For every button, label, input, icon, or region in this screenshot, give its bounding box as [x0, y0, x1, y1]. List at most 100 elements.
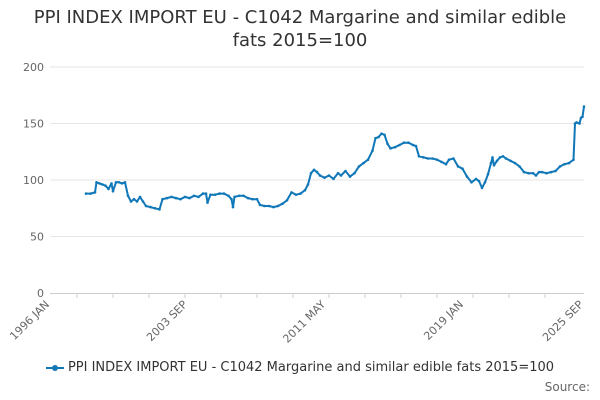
data-point [411, 143, 415, 147]
y-tick-label: 50 [30, 231, 44, 244]
data-point [303, 188, 307, 192]
data-point [431, 157, 434, 160]
chart-title: PPI INDEX IMPORT EU - C1042 Margarine an… [0, 6, 600, 52]
data-point [422, 156, 425, 159]
data-point [315, 170, 319, 174]
data-point [575, 121, 578, 124]
data-point [563, 162, 566, 166]
x-tick-label: 2011 MAY [280, 298, 328, 346]
data-series [84, 105, 586, 211]
data-point [89, 192, 92, 195]
data-point [444, 162, 448, 166]
data-point [407, 141, 410, 144]
data-point [513, 161, 517, 165]
data-point [183, 195, 187, 199]
data-point [461, 167, 464, 170]
data-point [414, 144, 418, 148]
data-point [440, 160, 443, 164]
data-point [267, 204, 271, 208]
data-point [129, 200, 133, 203]
data-point [209, 193, 212, 196]
data-point [509, 159, 512, 163]
data-point [323, 176, 326, 179]
data-point [474, 177, 478, 181]
data-point [237, 194, 241, 198]
data-point [144, 204, 148, 208]
data-point [522, 170, 526, 174]
data-point [227, 194, 230, 198]
data-point [549, 170, 553, 174]
data-point [123, 181, 127, 184]
data-point [135, 200, 139, 203]
data-point [201, 192, 205, 195]
data-point [294, 193, 298, 196]
x-tick-label: 2003 SEP [144, 298, 190, 344]
data-point [285, 199, 289, 202]
data-point [366, 158, 370, 161]
legend-swatch [45, 364, 64, 372]
data-point [578, 122, 581, 125]
data-point [492, 164, 496, 167]
data-point [114, 181, 118, 184]
data-point [120, 182, 124, 185]
data-point [255, 197, 259, 201]
data-point [218, 192, 221, 195]
data-point [495, 159, 499, 163]
data-point [470, 181, 473, 184]
data-point [281, 202, 284, 205]
data-point [558, 165, 562, 168]
data-point [231, 205, 235, 209]
data-point [344, 169, 347, 173]
data-point [389, 147, 392, 150]
chart-title-line-1: PPI INDEX IMPORT EU - C1042 Margarine an… [33, 7, 567, 28]
data-point [233, 195, 236, 199]
data-point [465, 175, 469, 178]
series-line [86, 106, 585, 211]
data-point [540, 170, 544, 174]
y-tick-label: 200 [23, 61, 44, 74]
data-point [554, 169, 557, 173]
data-point [306, 183, 310, 186]
data-point [126, 194, 130, 198]
data-point [153, 207, 157, 210]
data-point [258, 203, 262, 207]
grid-lines [50, 66, 584, 237]
data-point [206, 201, 209, 204]
data-point [357, 165, 361, 168]
data-point [276, 204, 280, 208]
source-label: Source: [544, 380, 590, 394]
data-point [327, 174, 331, 177]
data-point [117, 181, 121, 184]
data-point [149, 205, 152, 209]
data-point [312, 168, 316, 172]
data-point [380, 132, 383, 135]
data-point [504, 157, 508, 160]
data-point [498, 156, 502, 159]
data-point [527, 171, 530, 175]
data-point [158, 208, 161, 211]
data-point [483, 181, 487, 184]
data-point [104, 184, 107, 187]
data-point [272, 205, 275, 209]
data-point [447, 158, 451, 161]
data-point [501, 155, 505, 158]
data-point [339, 174, 343, 177]
data-point [197, 195, 200, 199]
data-point [374, 136, 377, 140]
legend[interactable]: PPI INDEX IMPORT EU - C1042 Margarine an… [0, 360, 600, 375]
data-point [110, 182, 113, 185]
data-point [309, 171, 313, 175]
data-point [582, 105, 586, 108]
data-point [386, 142, 389, 146]
x-tick-label: 1996 JAN [7, 298, 52, 343]
data-point [518, 165, 521, 168]
y-tick-label: 150 [23, 118, 44, 131]
data-point [435, 158, 439, 161]
data-point [398, 143, 401, 147]
data-point [111, 190, 115, 193]
data-point [452, 157, 455, 160]
data-point [138, 195, 142, 199]
data-point [534, 174, 538, 177]
data-point [489, 161, 493, 165]
data-point [393, 145, 397, 149]
